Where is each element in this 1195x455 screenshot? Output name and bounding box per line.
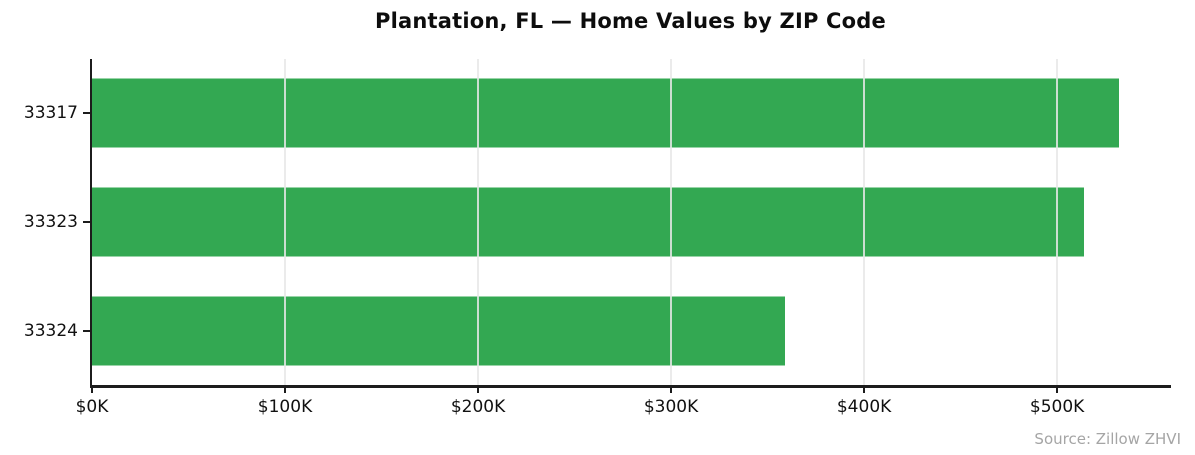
bar-33324 bbox=[92, 296, 785, 366]
x-tick-mark bbox=[670, 385, 673, 393]
x-tick-mark bbox=[91, 385, 93, 393]
x-gridline bbox=[670, 59, 673, 385]
bar-33317 bbox=[92, 78, 1119, 148]
x-tick-label: $200K bbox=[450, 397, 506, 417]
x-tick-mark bbox=[284, 385, 287, 393]
y-tick-label-33317: 33317 bbox=[23, 103, 78, 124]
x-gridline bbox=[284, 59, 287, 385]
x-tick-label: $300K bbox=[643, 397, 699, 417]
y-tick-mark bbox=[83, 112, 92, 115]
x-tick-mark bbox=[477, 385, 480, 393]
x-tick-label: $400K bbox=[836, 397, 892, 417]
chart-title: Plantation, FL — Home Values by ZIP Code bbox=[375, 9, 886, 33]
source-attribution: Source: Zillow ZHVI bbox=[1034, 430, 1181, 448]
y-tick-label-33323: 33323 bbox=[23, 212, 78, 232]
x-gridline bbox=[863, 59, 866, 385]
x-tick-label: $500K bbox=[1029, 397, 1085, 417]
plot-area: $0K $100K $200K $300K $400K $500K 33317 33323 33… bbox=[24, 59, 1171, 417]
x-gridline bbox=[477, 59, 480, 385]
y-tick-mark bbox=[83, 329, 92, 332]
x-tick-label: $0K bbox=[75, 397, 109, 417]
x-gridline bbox=[1056, 59, 1059, 385]
y-tick-label-33324: 33324 bbox=[23, 320, 78, 341]
bar-33323 bbox=[92, 187, 1085, 257]
x-tick-label: $100K bbox=[257, 397, 313, 417]
x-tick-mark bbox=[863, 385, 866, 393]
x-tick-mark bbox=[1056, 385, 1059, 393]
y-tick-mark bbox=[83, 221, 92, 223]
